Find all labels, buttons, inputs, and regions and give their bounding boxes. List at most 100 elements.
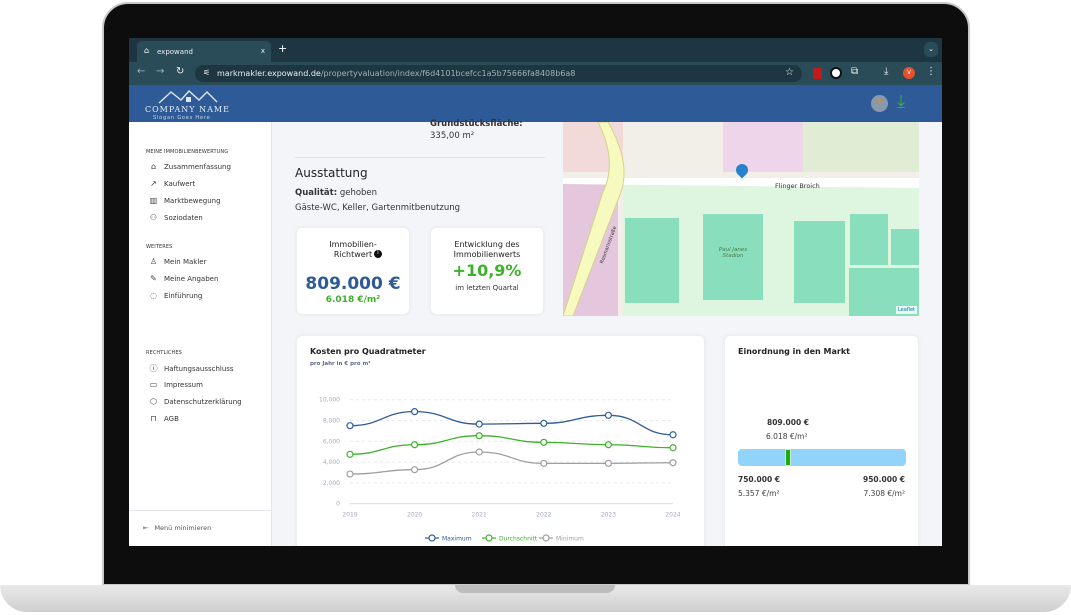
chart-subtitle: pro Jahr in € pro m²: [310, 361, 371, 367]
sidebar-item-zusammenfassung[interactable]: ⌂ Zusammenfassung: [149, 162, 231, 171]
y-tick-label: 8,000: [323, 418, 340, 425]
close-tab-button[interactable]: x: [260, 47, 265, 55]
home-icon: ⌂: [150, 162, 157, 171]
data-point: [475, 420, 483, 428]
plot-area-value: 335,00 m²: [430, 131, 475, 141]
y-tick-label: 2,000: [323, 480, 340, 487]
sidebar-item-label: Datenschutzerklärung: [164, 397, 242, 406]
location-map[interactable]: Flinger Broich Rosmarinstraße Paul Janes…: [563, 122, 919, 316]
market-current-price: 809.000 €: [767, 418, 809, 427]
more-menu-icon[interactable]: ⋮: [926, 66, 936, 77]
map-venue-label: Paul Janes Stadion: [718, 247, 748, 259]
divider: [295, 157, 545, 158]
puzzle-extensions-icon[interactable]: ⧉: [851, 66, 859, 77]
divider: [129, 510, 272, 511]
address-bar: ← → ↻ ⚟ markmakler.expowand.de/propertyv…: [129, 62, 942, 85]
market-max-sqm: 7.308 €/m²: [863, 489, 905, 498]
market-card: Einordnung in den Markt 809.000 € 6.018 …: [724, 335, 919, 546]
tab-menu-chevron-icon[interactable]: ⌄: [924, 42, 938, 57]
sidebar-item-haftungsausschluss[interactable]: ⓘ Haftungsausschluss: [149, 363, 234, 374]
x-tick-label: 2023: [601, 512, 616, 519]
tab-bar: ⌂ expowand x + ⌄: [129, 38, 942, 62]
sidebar-item-label: Meine Angaben: [164, 274, 219, 283]
tab-title: expowand: [157, 48, 193, 56]
y-tick-label: 0: [336, 501, 340, 508]
quality-value: gehoben: [339, 188, 378, 198]
profile-avatar[interactable]: V: [903, 67, 915, 79]
pdf-extension-icon[interactable]: [813, 68, 822, 79]
company-logo-icon: [158, 90, 218, 104]
sidebar: MEINE IMMOBILIENBEWERTUNG ⌂ Zusammenfassun…: [129, 122, 272, 546]
data-point: [669, 444, 677, 452]
sidebar-item-einf-hrung[interactable]: ◌ Einführung: [149, 291, 202, 300]
sidebar-section-title: MEINE IMMOBILIENBEWERTUNG: [146, 149, 229, 155]
trend-card-subtitle: im letzten Quartal: [455, 284, 519, 292]
new-tab-button[interactable]: +: [278, 42, 288, 55]
extension-icon[interactable]: [830, 67, 842, 79]
sidebar-item-label: Haftungsausschluss: [164, 364, 234, 373]
download-report-icon[interactable]: ⤓: [897, 91, 905, 112]
sidebar-item-mein-makler[interactable]: ♙ Mein Makler: [149, 257, 207, 266]
sidebar-item-label: Mein Makler: [164, 257, 207, 266]
market-current-sqm: 6.018 €/m²: [766, 432, 808, 441]
value-card: Immobilien-Richtwert i 809.000 € 6.018 €…: [296, 227, 410, 315]
info-icon[interactable]: i: [374, 250, 382, 258]
legend-label: Durchschnitt: [499, 536, 538, 543]
reload-icon[interactable]: ↻: [176, 66, 185, 77]
sidebar-item-label: Zusammenfassung: [164, 162, 231, 171]
forward-icon[interactable]: →: [156, 66, 165, 77]
data-point: [346, 422, 354, 430]
market-position-marker: [784, 449, 791, 466]
legend-marker: [485, 534, 493, 542]
data-point: [410, 441, 419, 449]
company-slogan: Slogan Goes Here: [153, 115, 211, 121]
browser-tab[interactable]: ⌂ expowand x: [137, 41, 271, 62]
shield-icon: ⬡: [150, 397, 157, 406]
collapse-arrow-icon: ⇤: [143, 524, 149, 532]
sidebar-item-label: Soziodaten: [164, 213, 203, 222]
app-header: COMPANY NAME Slogan Goes Here ☀ ⤓: [129, 85, 942, 122]
sidebar-item-label: AGB: [164, 414, 179, 423]
value-card-title: Immobilien-Richtwert: [329, 240, 377, 259]
laptop-notch: [455, 585, 615, 593]
sidebar-item-impressum[interactable]: ▭ Impressum: [149, 380, 203, 389]
download-icon[interactable]: ⤓: [884, 66, 889, 77]
map-tiles: [563, 122, 919, 316]
sidebar-item-label: Marktbewegung: [164, 196, 221, 205]
data-point: [669, 459, 677, 467]
sidebar-item-label: Kaufwert: [164, 179, 196, 188]
site-settings-icon[interactable]: ⚟: [203, 68, 211, 77]
sidebar-item-datenschutzerkl-rung[interactable]: ⬡ Datenschutzerklärung: [149, 397, 242, 406]
sidebar-item-marktbewegung[interactable]: ▥ Marktbewegung: [149, 196, 221, 205]
theme-sun-icon[interactable]: ☀: [871, 95, 888, 112]
x-tick-label: 2022: [536, 512, 551, 519]
bookmark-star-icon[interactable]: ☆: [785, 67, 794, 78]
data-point: [540, 438, 548, 446]
legend-marker: [428, 534, 436, 542]
market-title: Einordnung in den Markt: [738, 347, 850, 356]
trending-up-icon: ↗: [150, 179, 157, 188]
x-tick-label: 2024: [665, 512, 680, 519]
section-title: Ausstattung: [295, 166, 368, 180]
quality: Qualität: gehoben: [295, 188, 377, 198]
back-icon[interactable]: ←: [137, 66, 146, 77]
chart-title: Kosten pro Quadratmeter: [310, 347, 426, 356]
series-line-durchschnitt: [349, 435, 674, 455]
chart-card: Kosten pro Quadratmeter pro Jahr in € pr…: [296, 335, 705, 546]
sidebar-item-soziodaten[interactable]: ⚇ Soziodaten: [149, 213, 203, 222]
archive-icon: ▭: [149, 380, 158, 389]
plot-area: Grundstücksfläche: 335,00 m²: [430, 118, 550, 142]
data-point: [410, 466, 419, 474]
url-input[interactable]: ⚟ markmakler.expowand.de/propertyvaluati…: [195, 65, 802, 82]
home-favicon-icon: ⌂: [144, 46, 150, 55]
sidebar-item-agb[interactable]: ⊓ AGB: [149, 414, 179, 423]
map-attribution-link[interactable]: Leaflet: [895, 306, 917, 314]
sidebar-item-meine-angaben[interactable]: ✎ Meine Angaben: [149, 274, 218, 283]
market-range-bar: [738, 449, 906, 466]
lock-icon: ⊓: [150, 414, 157, 423]
sidebar-section-title: RECHTLICHES: [146, 350, 182, 356]
minimize-menu-button[interactable]: ⇤ Menü minimieren: [143, 524, 211, 532]
trend-card-value: +10,9%: [452, 261, 522, 280]
sidebar-item-kaufwert[interactable]: ↗ Kaufwert: [149, 179, 195, 188]
series-line-minimum: [349, 451, 674, 475]
